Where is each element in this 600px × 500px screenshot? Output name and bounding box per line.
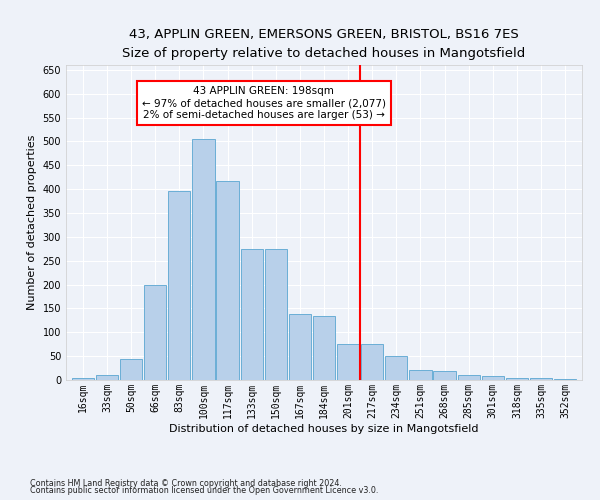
Bar: [458, 375, 480, 380]
Text: Contains public sector information licensed under the Open Government Licence v3: Contains public sector information licen…: [30, 486, 379, 495]
Bar: [313, 316, 335, 380]
Bar: [289, 314, 311, 380]
Bar: [168, 192, 190, 380]
Text: Contains HM Land Registry data © Crown copyright and database right 2024.: Contains HM Land Registry data © Crown c…: [30, 478, 342, 488]
Bar: [241, 248, 263, 380]
Bar: [530, 378, 552, 380]
Bar: [96, 375, 118, 380]
Bar: [482, 376, 504, 380]
Bar: [72, 378, 94, 380]
Y-axis label: Number of detached properties: Number of detached properties: [27, 135, 37, 310]
X-axis label: Distribution of detached houses by size in Mangotsfield: Distribution of detached houses by size …: [169, 424, 479, 434]
Bar: [144, 284, 166, 380]
Bar: [120, 358, 142, 380]
Text: 43 APPLIN GREEN: 198sqm
← 97% of detached houses are smaller (2,077)
2% of semi-: 43 APPLIN GREEN: 198sqm ← 97% of detache…: [142, 86, 386, 120]
Bar: [217, 180, 239, 380]
Title: 43, APPLIN GREEN, EMERSONS GREEN, BRISTOL, BS16 7ES
Size of property relative to: 43, APPLIN GREEN, EMERSONS GREEN, BRISTO…: [122, 28, 526, 60]
Bar: [193, 139, 215, 380]
Bar: [361, 344, 383, 380]
Bar: [385, 356, 407, 380]
Bar: [337, 344, 359, 380]
Bar: [506, 378, 528, 380]
Bar: [554, 379, 576, 380]
Bar: [265, 248, 287, 380]
Bar: [433, 372, 455, 380]
Bar: [409, 370, 431, 380]
